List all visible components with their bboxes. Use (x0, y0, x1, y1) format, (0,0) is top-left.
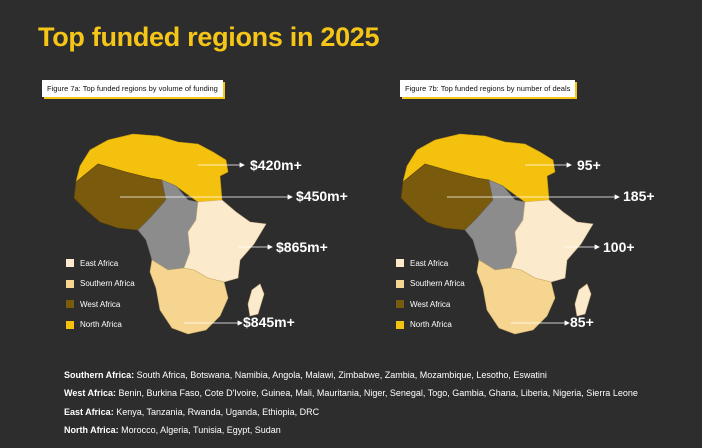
callout-north-7b: 95+ (577, 157, 601, 173)
southern-africa-region (476, 259, 556, 335)
legend-label-west: West Africa (80, 299, 121, 309)
footer-countries-southern: South Africa, Botswana, Namibia, Angola,… (134, 370, 547, 380)
pointer-arrow-west (614, 194, 620, 200)
legend-item-west: West Africa (66, 294, 135, 315)
region-definitions: Southern Africa: South Africa, Botswana,… (64, 366, 638, 439)
legend-item-north: North Africa (396, 315, 465, 336)
legend-label-west: West Africa (410, 299, 451, 309)
legend-swatch-east (66, 259, 74, 268)
pointer-arrow-west (287, 194, 293, 200)
pointer-arrow-north (566, 162, 572, 168)
callout-southern-7a: $845m+ (243, 314, 295, 330)
footer-countries-east: Kenya, Tanzania, Rwanda, Uganda, Ethiopi… (113, 406, 320, 417)
pointer-arrow-east (594, 244, 600, 250)
callout-north-7a: $420m+ (250, 157, 302, 173)
pointer-arrow-north (239, 162, 245, 168)
footer-countries-west: Benin, Burkina Faso, Cote D'Ivoire, Guin… (116, 388, 638, 399)
figure-7a-africa-map (73, 133, 293, 335)
legend-label-southern: Southern Africa (80, 279, 135, 289)
legend-label-southern: Southern Africa (410, 279, 465, 289)
legend-swatch-north (396, 320, 404, 329)
legend-swatch-east (396, 259, 404, 268)
east-africa-region (510, 199, 594, 283)
figure-7b-africa-map (400, 133, 620, 335)
footer-region-east: East Africa: (64, 406, 114, 417)
legend-item-southern: Southern Africa (396, 274, 465, 295)
legend-label-north: North Africa (410, 320, 452, 330)
pointer-arrow-southern (564, 320, 570, 326)
madagascar (247, 283, 265, 317)
figure-7a-label: Figure 7a: Top funded regions by volume … (42, 80, 223, 97)
southern-africa-region (149, 259, 229, 335)
legend-item-east: East Africa (396, 253, 465, 274)
footer-countries-north: Morocco, Algeria, Tunisia, Egypt, Sudan (118, 424, 281, 435)
legend-item-north: North Africa (66, 315, 135, 336)
page-title: Top funded regions in 2025 (38, 22, 380, 52)
legend-swatch-west (66, 300, 74, 309)
legend-swatch-north (66, 320, 74, 329)
footer-region-southern: Southern Africa: (64, 370, 135, 380)
east-africa-region (183, 199, 267, 283)
callout-west-7b: 185+ (623, 188, 655, 204)
legend-label-east: East Africa (410, 258, 449, 268)
legend-swatch-west (396, 300, 404, 309)
legend-label-east: East Africa (80, 258, 119, 268)
callout-west-7a: $450m+ (296, 188, 348, 204)
legend-swatch-southern (66, 279, 74, 288)
legend-7b: East Africa Southern Africa West Africa … (396, 253, 465, 335)
callout-east-7a: $865m+ (276, 239, 328, 255)
footer-line-north: North Africa: Morocco, Algeria, Tunisia,… (64, 421, 638, 439)
legend-7a: East Africa Southern Africa West Africa … (66, 253, 135, 335)
legend-item-west: West Africa (396, 294, 465, 315)
legend-item-southern: Southern Africa (66, 274, 135, 295)
footer-line-southern: Southern Africa: South Africa, Botswana,… (64, 366, 638, 384)
madagascar (574, 283, 592, 317)
footer-region-north: North Africa: (64, 424, 119, 435)
footer-region-west: West Africa: (64, 388, 117, 399)
callout-east-7b: 100+ (603, 239, 635, 255)
pointer-arrow-southern (237, 320, 243, 326)
footer-line-east: East Africa: Kenya, Tanzania, Rwanda, Ug… (64, 403, 638, 421)
footer-line-west: West Africa: Benin, Burkina Faso, Cote D… (64, 384, 638, 402)
pointer-arrow-east (267, 244, 273, 250)
legend-label-north: North Africa (80, 320, 122, 330)
figure-7b-label: Figure 7b: Top funded regions by number … (400, 80, 576, 97)
legend-swatch-southern (396, 279, 404, 288)
legend-item-east: East Africa (66, 253, 135, 274)
callout-southern-7b: 85+ (570, 314, 594, 330)
